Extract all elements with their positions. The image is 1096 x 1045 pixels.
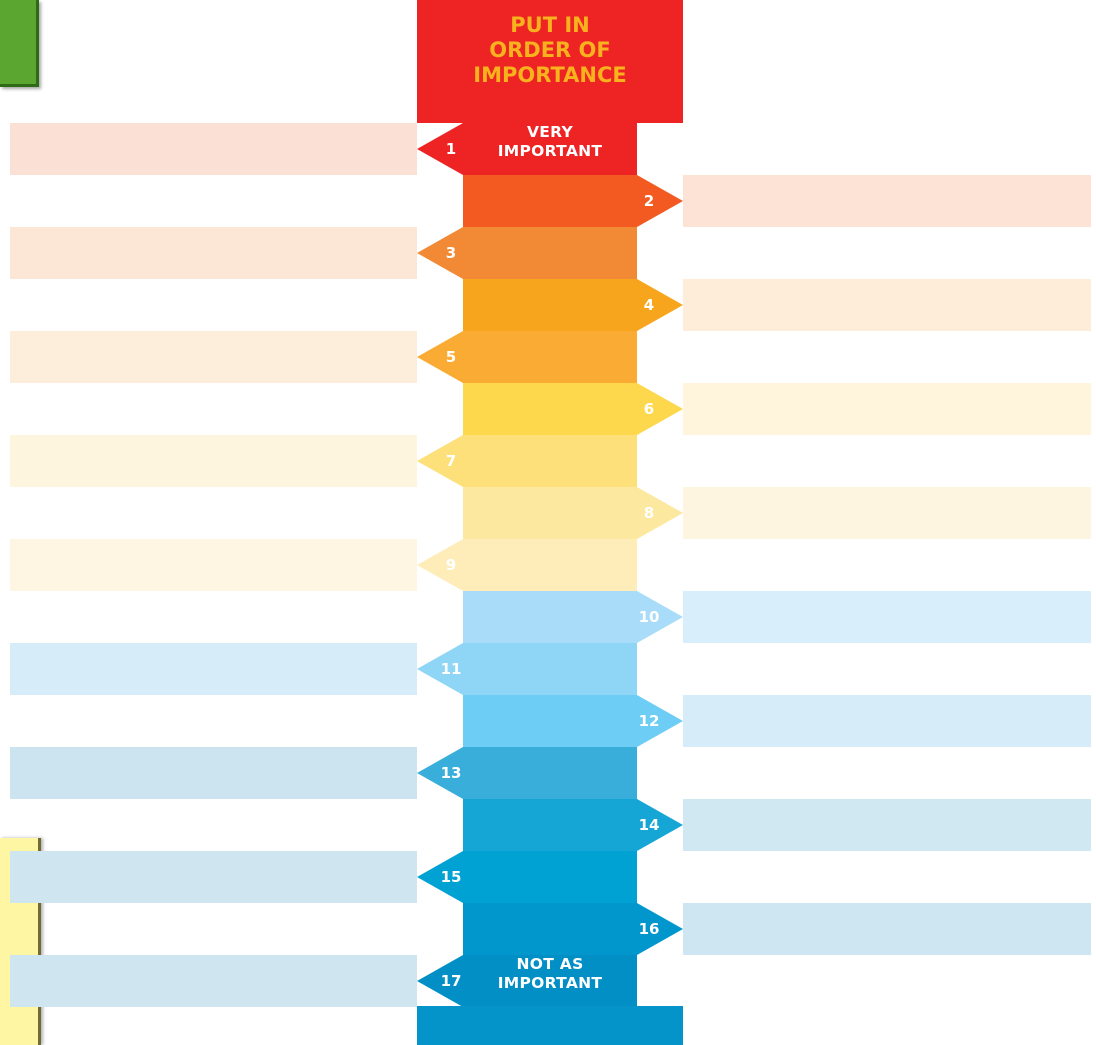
answer-lane-16[interactable] <box>683 903 1091 955</box>
rank-segment-6 <box>463 383 637 435</box>
rank-segment-13 <box>463 747 637 799</box>
answer-lane-6[interactable] <box>683 383 1091 435</box>
rank-segment-9 <box>463 539 637 591</box>
bottom-caption: NOT AS IMPORTANT <box>463 955 637 993</box>
rank-segment-17 <box>463 955 637 1007</box>
answer-lane-5[interactable] <box>10 331 417 383</box>
rank-number-10: 10 <box>638 608 660 626</box>
rank-number-5: 5 <box>445 348 457 366</box>
rank-segment-5 <box>463 331 637 383</box>
rank-number-13: 13 <box>440 764 462 782</box>
diagram-title: PUT IN ORDER OF IMPORTANCE <box>473 13 627 87</box>
answer-lane-15[interactable] <box>10 851 417 903</box>
rank-segment-8 <box>463 487 637 539</box>
answer-lane-17[interactable] <box>10 955 417 1007</box>
rank-segment-10 <box>463 591 637 643</box>
rank-segment-1 <box>463 123 637 175</box>
rank-segment-16 <box>463 903 637 955</box>
answer-lane-9[interactable] <box>10 539 417 591</box>
rank-segment-7 <box>463 435 637 487</box>
rank-number-9: 9 <box>445 556 457 574</box>
rank-segment-14 <box>463 799 637 851</box>
top-caption-line-1: VERY <box>526 123 574 141</box>
bottom-caption-line-1: NOT AS <box>516 955 584 973</box>
green-note-corner <box>0 0 39 87</box>
answer-lane-11[interactable] <box>10 643 417 695</box>
answer-lane-10[interactable] <box>683 591 1091 643</box>
rank-segment-4 <box>463 279 637 331</box>
answer-lane-4[interactable] <box>683 279 1091 331</box>
rank-number-4: 4 <box>643 296 655 314</box>
rank-number-7: 7 <box>445 452 457 470</box>
answer-lane-7[interactable] <box>10 435 417 487</box>
answer-lane-13[interactable] <box>10 747 417 799</box>
rank-number-12: 12 <box>638 712 660 730</box>
rank-number-17: 17 <box>440 972 462 990</box>
rank-segment-15 <box>463 851 637 903</box>
rank-segment-11 <box>463 643 637 695</box>
header-box <box>417 0 683 123</box>
footer-box <box>417 1006 683 1045</box>
bottom-caption-line-2: IMPORTANT <box>497 974 603 992</box>
top-caption: VERY IMPORTANT <box>463 123 637 161</box>
rank-number-2: 2 <box>643 192 655 210</box>
answer-lane-1[interactable] <box>10 123 417 175</box>
rank-segment-2 <box>463 175 637 227</box>
rank-number-15: 15 <box>440 868 462 886</box>
top-caption-line-2: IMPORTANT <box>497 142 603 160</box>
rank-number-6: 6 <box>643 400 655 418</box>
answer-lane-14[interactable] <box>683 799 1091 851</box>
rank-number-1: 1 <box>445 140 457 158</box>
rank-number-14: 14 <box>638 816 660 834</box>
rank-segment-12 <box>463 695 637 747</box>
rank-number-3: 3 <box>445 244 457 262</box>
rank-number-16: 16 <box>638 920 660 938</box>
answer-lane-2[interactable] <box>683 175 1091 227</box>
answer-lane-12[interactable] <box>683 695 1091 747</box>
rank-number-11: 11 <box>440 660 462 678</box>
answer-lane-8[interactable] <box>683 487 1091 539</box>
answer-lane-3[interactable] <box>10 227 417 279</box>
rank-segment-3 <box>463 227 637 279</box>
rank-number-8: 8 <box>643 504 655 522</box>
